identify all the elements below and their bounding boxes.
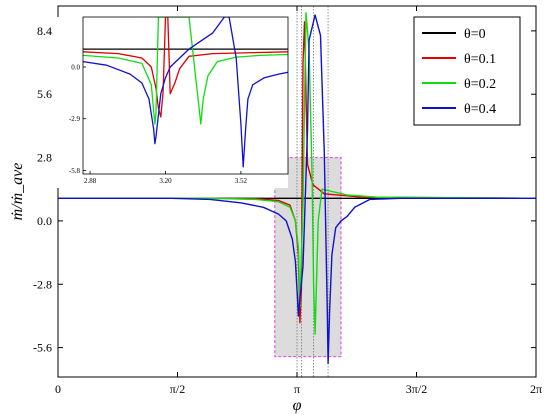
legend-label-3: θ=0.4 — [464, 102, 496, 117]
x-axis-label: φ — [293, 397, 302, 414]
series-line-2 — [58, 12, 536, 335]
inset-background — [57, 17, 288, 188]
legend-label-1: θ=0.1 — [464, 52, 496, 67]
main-axes: 0 π/2 π 3π/2 2π 8.4 5.6 2.8 0.0 -2.8 -5.6 — [33, 5, 542, 396]
legend-label-0: θ=0 — [464, 27, 486, 42]
inset-x-tick-label: 2.88 — [84, 177, 97, 185]
y-tick-label: -2.8 — [33, 277, 52, 291]
inset-series-line-3 — [83, 17, 288, 168]
x-tick-label: 2π — [530, 382, 542, 396]
inset-y-tick-label: 0.0 — [71, 63, 80, 71]
x-tick-label: 3π/2 — [406, 382, 427, 396]
main-series-lines — [58, 12, 536, 365]
y-tick-label: 5.6 — [37, 87, 52, 101]
x-tick-label: π — [294, 382, 300, 396]
x-tick-label: 0 — [55, 382, 61, 396]
series-line-1 — [58, 21, 536, 324]
series-line-3 — [58, 14, 536, 365]
inset-series-lines — [83, 17, 288, 168]
inset-series-line-2 — [83, 17, 288, 125]
inset-plot: 2.88 3.20 3.52 0.0 -2.9 -5.8 — [57, 16, 289, 188]
inset-series-line-1 — [83, 17, 288, 118]
inset-frame — [82, 16, 289, 175]
inset-x-tick-label: 3.20 — [159, 177, 172, 185]
x-tick-label: π/2 — [170, 382, 185, 396]
y-tick-label: 8.4 — [37, 24, 52, 38]
y-tick-label: -5.6 — [33, 341, 52, 355]
y-tick-label: 0.0 — [37, 214, 52, 228]
axis-labels: φ ṁ/ṁ_ave — [9, 163, 302, 414]
legend: θ=0 θ=0.1 θ=0.2 θ=0.4 — [413, 16, 521, 126]
inset-y-tick-label: -5.8 — [69, 167, 81, 175]
y-tick-label: 2.8 — [37, 151, 52, 165]
inset-y-tick-label: -2.9 — [69, 115, 81, 123]
inset-x-tick-label: 3.52 — [235, 177, 248, 185]
y-axis-label: ṁ/ṁ_ave — [9, 163, 26, 221]
legend-label-2: θ=0.2 — [464, 77, 496, 92]
